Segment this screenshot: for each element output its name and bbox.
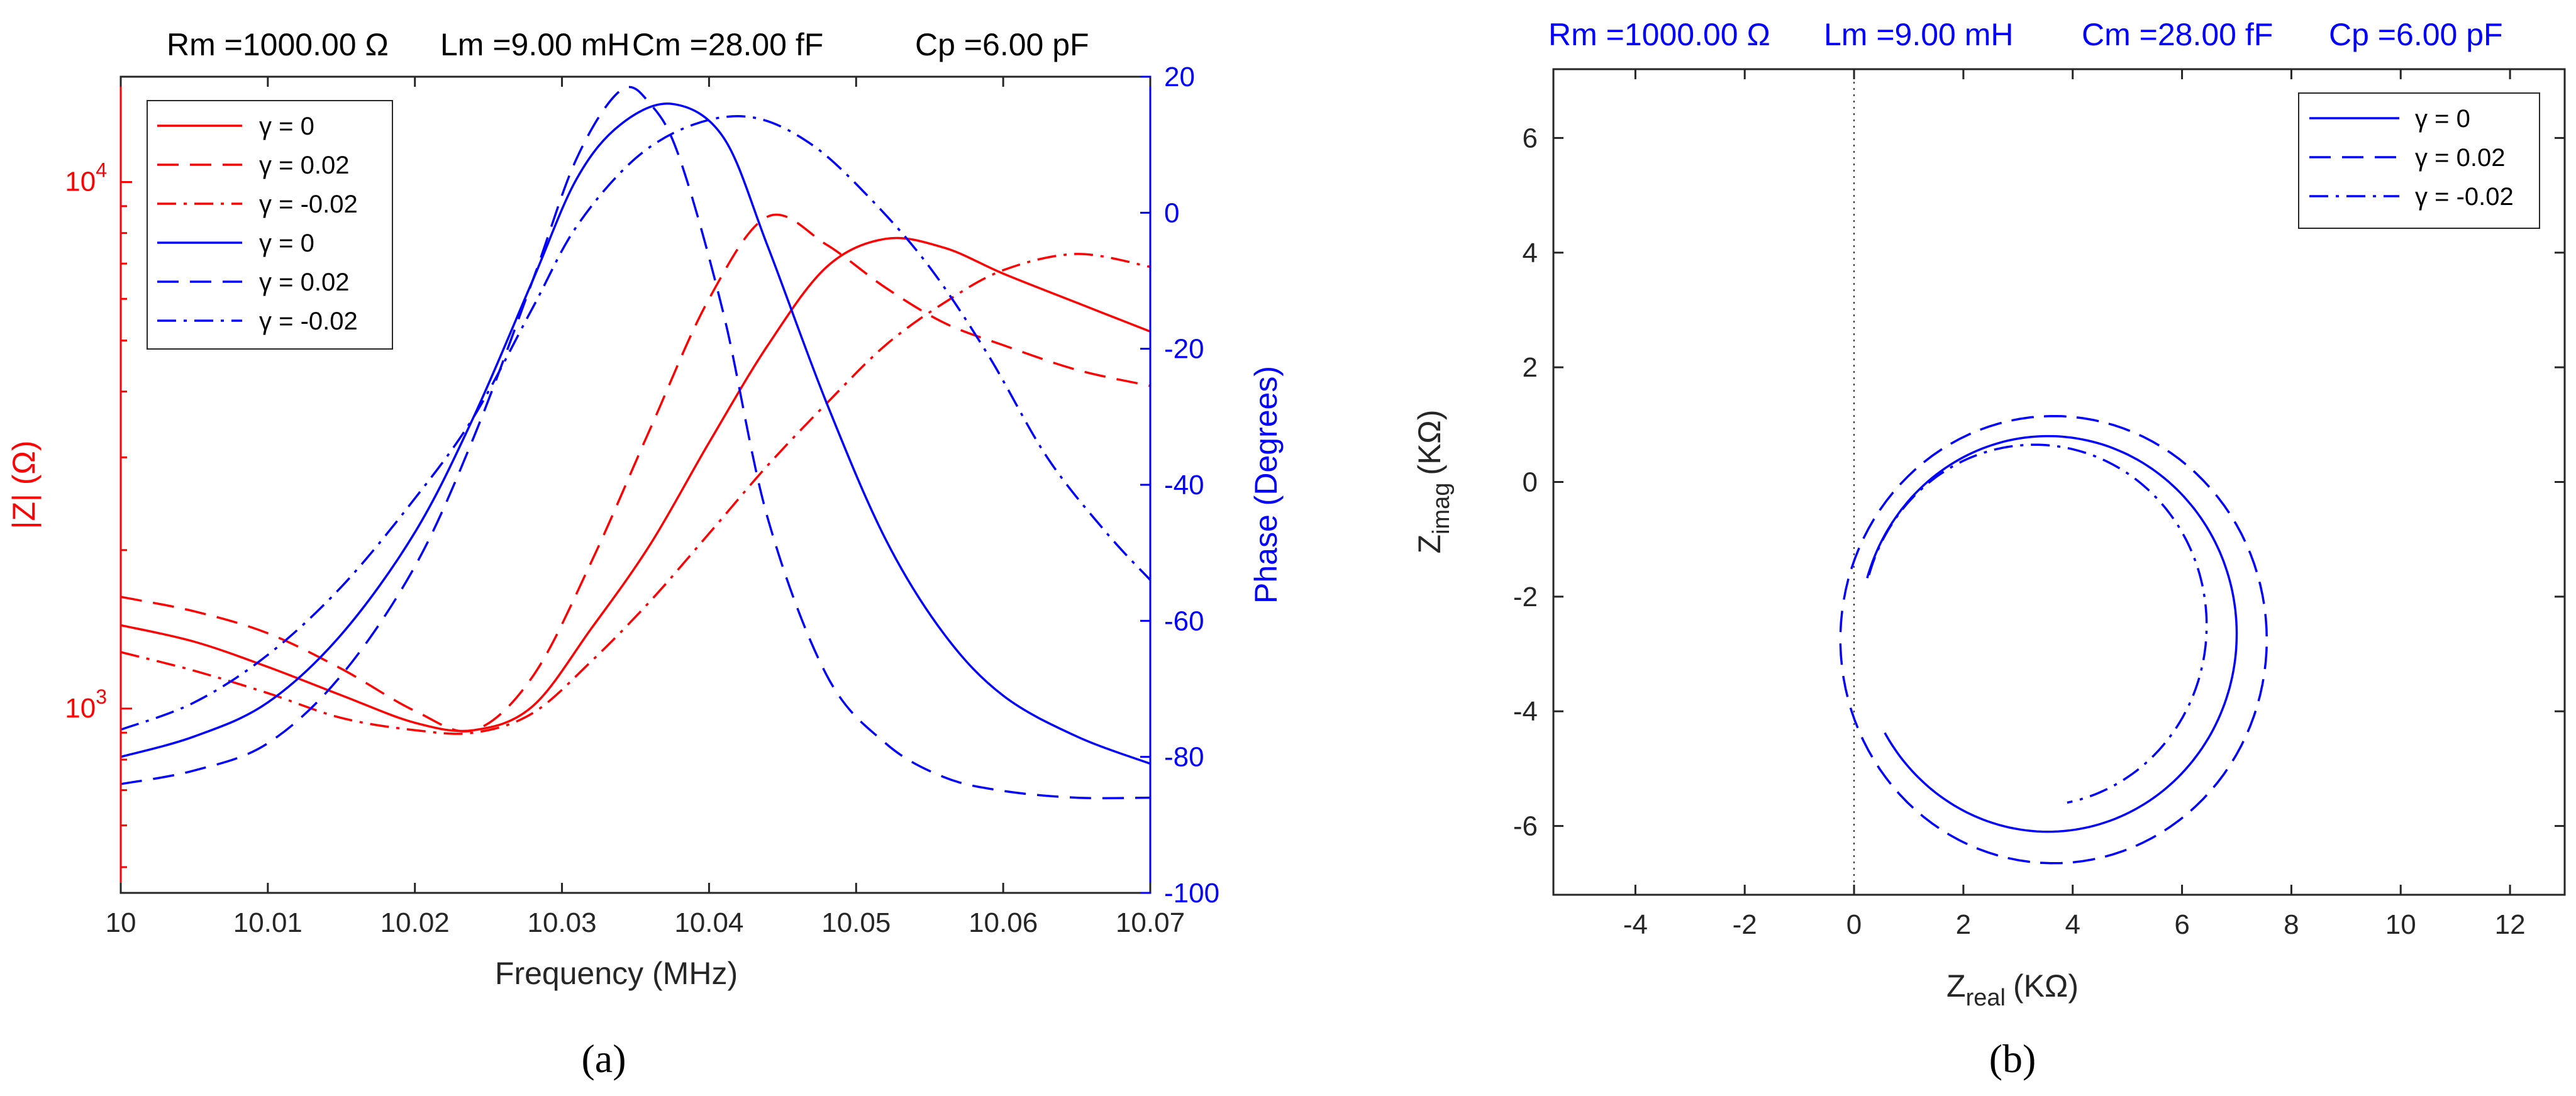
chart-b-x-tick-label: 10 xyxy=(2385,909,2416,940)
chart-a-x-tick-label: 10.04 xyxy=(674,907,743,938)
chart-b-y-tick-label: -4 xyxy=(1513,696,1538,727)
chart-b-ylabel: Zimag (KΩ) xyxy=(1412,410,1455,554)
chart-a-right-tick-label: -100 xyxy=(1164,878,1219,909)
chart-a: Rm =1000.00 Ω Lm =9.00 mH Cm =28.00 fF C… xyxy=(6,27,1284,1081)
chart-a-legend-label: γ = 0.02 xyxy=(259,268,349,296)
chart-a-legend-box xyxy=(147,100,393,350)
chart-b-x-tick-label: 8 xyxy=(2284,909,2299,940)
chart-a-x-tick-label: 10.05 xyxy=(821,907,891,938)
chart-a-x-tick-label: 10.07 xyxy=(1116,907,1185,938)
chart-b-title-rm: Rm =1000.00 Ω xyxy=(1548,17,1770,52)
chart-a-x-tick-label: 10.01 xyxy=(233,907,303,938)
chart-a-ylabel-left: |Z| (Ω) xyxy=(6,440,42,529)
chart-b-legend-label: γ = 0.02 xyxy=(2415,144,2505,172)
chart-a-right-tick-label: 0 xyxy=(1164,197,1179,228)
chart-b: Rm =1000.00 Ω Lm =9.00 mH Cm =28.00 fF C… xyxy=(1412,17,2566,1081)
chart-b-ylabel-sub: imag xyxy=(1428,483,1455,534)
chart-a-x-tick-label: 10 xyxy=(106,907,136,938)
chart-b-xlabel-main: Z xyxy=(1946,968,1966,1004)
chart-b-y-tick-label: 2 xyxy=(1523,352,1538,383)
chart-a-legend-label: γ = 0 xyxy=(259,113,314,140)
chart-a-legend-label: γ = -0.02 xyxy=(259,307,358,335)
chart-a-left-tick-label: 104 xyxy=(65,158,107,197)
chart-a-legend-label: γ = 0.02 xyxy=(259,152,349,179)
chart-a-xlabel: Frequency (MHz) xyxy=(495,956,738,991)
chart-b-series-1 xyxy=(1839,414,2268,865)
chart-a-series-0 xyxy=(120,236,1151,733)
chart-b-xlabel-unit: (KΩ) xyxy=(2013,968,2079,1004)
chart-a-right-tick-label: -60 xyxy=(1164,606,1204,636)
chart-b-title-cm: Cm =28.00 fF xyxy=(2082,17,2273,52)
chart-b-xlabel-sub: real xyxy=(1966,985,2006,1011)
chart-a-left-tick-label: 103 xyxy=(65,685,107,724)
chart-b-x-tick-label: 2 xyxy=(1956,909,1971,940)
chart-a-x-tick-label: 10.06 xyxy=(969,907,1038,938)
chart-a-legend-label: γ = 0 xyxy=(259,230,314,257)
chart-a-title-rm: Rm =1000.00 Ω xyxy=(167,27,389,62)
chart-b-series-0 xyxy=(1866,435,2238,833)
chart-b-y-tick-label: -2 xyxy=(1513,582,1538,612)
chart-b-panel-label: (b) xyxy=(1989,1036,2036,1081)
chart-a-title-cp: Cp =6.00 pF xyxy=(915,27,1089,62)
chart-b-y-tick-label: 6 xyxy=(1523,123,1538,153)
chart-b-y-tick-label: -6 xyxy=(1513,811,1538,842)
chart-b-ylabel-main: Z xyxy=(1412,534,1447,554)
chart-b-ylabel-unit: (KΩ) xyxy=(1412,410,1447,475)
chart-a-right-tick-label: -40 xyxy=(1164,470,1204,501)
chart-b-series-0-tail xyxy=(1884,732,2032,833)
chart-b-legend-box xyxy=(2298,92,2540,229)
chart-b-series-2 xyxy=(1868,443,2208,804)
chart-b-x-tick-label: 12 xyxy=(2495,909,2526,940)
chart-a-right-tick-label: 20 xyxy=(1164,62,1195,92)
chart-a-legend: γ = 0 γ = 0.02 γ = -0.02 γ = 0 γ = 0.02 γ = -… xyxy=(147,100,393,350)
chart-a-legend-label: γ = -0.02 xyxy=(259,191,358,218)
chart-a-panel-label: (a) xyxy=(581,1036,626,1081)
chart-a-x-tick-label: 10.02 xyxy=(380,907,450,938)
chart-a-title-lm: Lm =9.00 mH xyxy=(440,27,630,62)
chart-b-y-tick-label: 4 xyxy=(1523,238,1538,268)
chart-a-series-5 xyxy=(120,115,1152,731)
chart-a-series-4 xyxy=(120,86,1151,800)
chart-b-y-tick-label: 0 xyxy=(1523,467,1538,498)
chart-a-ylabel-right: Phase (Degrees) xyxy=(1248,366,1284,604)
chart-b-x-tick-label: 0 xyxy=(1846,909,1862,940)
chart-b-xlabel: Zreal (KΩ) xyxy=(1946,968,2079,1011)
chart-b-title-lm: Lm =9.00 mH xyxy=(1824,17,2014,52)
chart-a-series-3 xyxy=(120,102,1151,765)
chart-a-x-tick-label: 10.03 xyxy=(528,907,597,938)
chart-b-title-cp: Cp =6.00 pF xyxy=(2329,17,2503,52)
chart-b-legend-label: γ = 0 xyxy=(2415,105,2470,133)
chart-a-right-tick-label: -80 xyxy=(1164,742,1204,773)
chart-a-series-1 xyxy=(120,213,1151,733)
chart-a-series-2 xyxy=(120,253,1151,735)
chart-a-title-cm: Cm =28.00 fF xyxy=(632,27,823,62)
chart-b-x-tick-label: 6 xyxy=(2174,909,2189,940)
chart-b-x-tick-label: 4 xyxy=(2065,909,2080,940)
chart-b-x-tick-label: -2 xyxy=(1733,909,1757,940)
chart-b-legend-label: γ = -0.02 xyxy=(2415,183,2514,211)
chart-a-right-tick-label: -20 xyxy=(1164,334,1204,365)
chart-b-legend: γ = 0 γ = 0.02 γ = -0.02 xyxy=(2298,92,2540,229)
chart-b-x-tick-label: -4 xyxy=(1623,909,1648,940)
